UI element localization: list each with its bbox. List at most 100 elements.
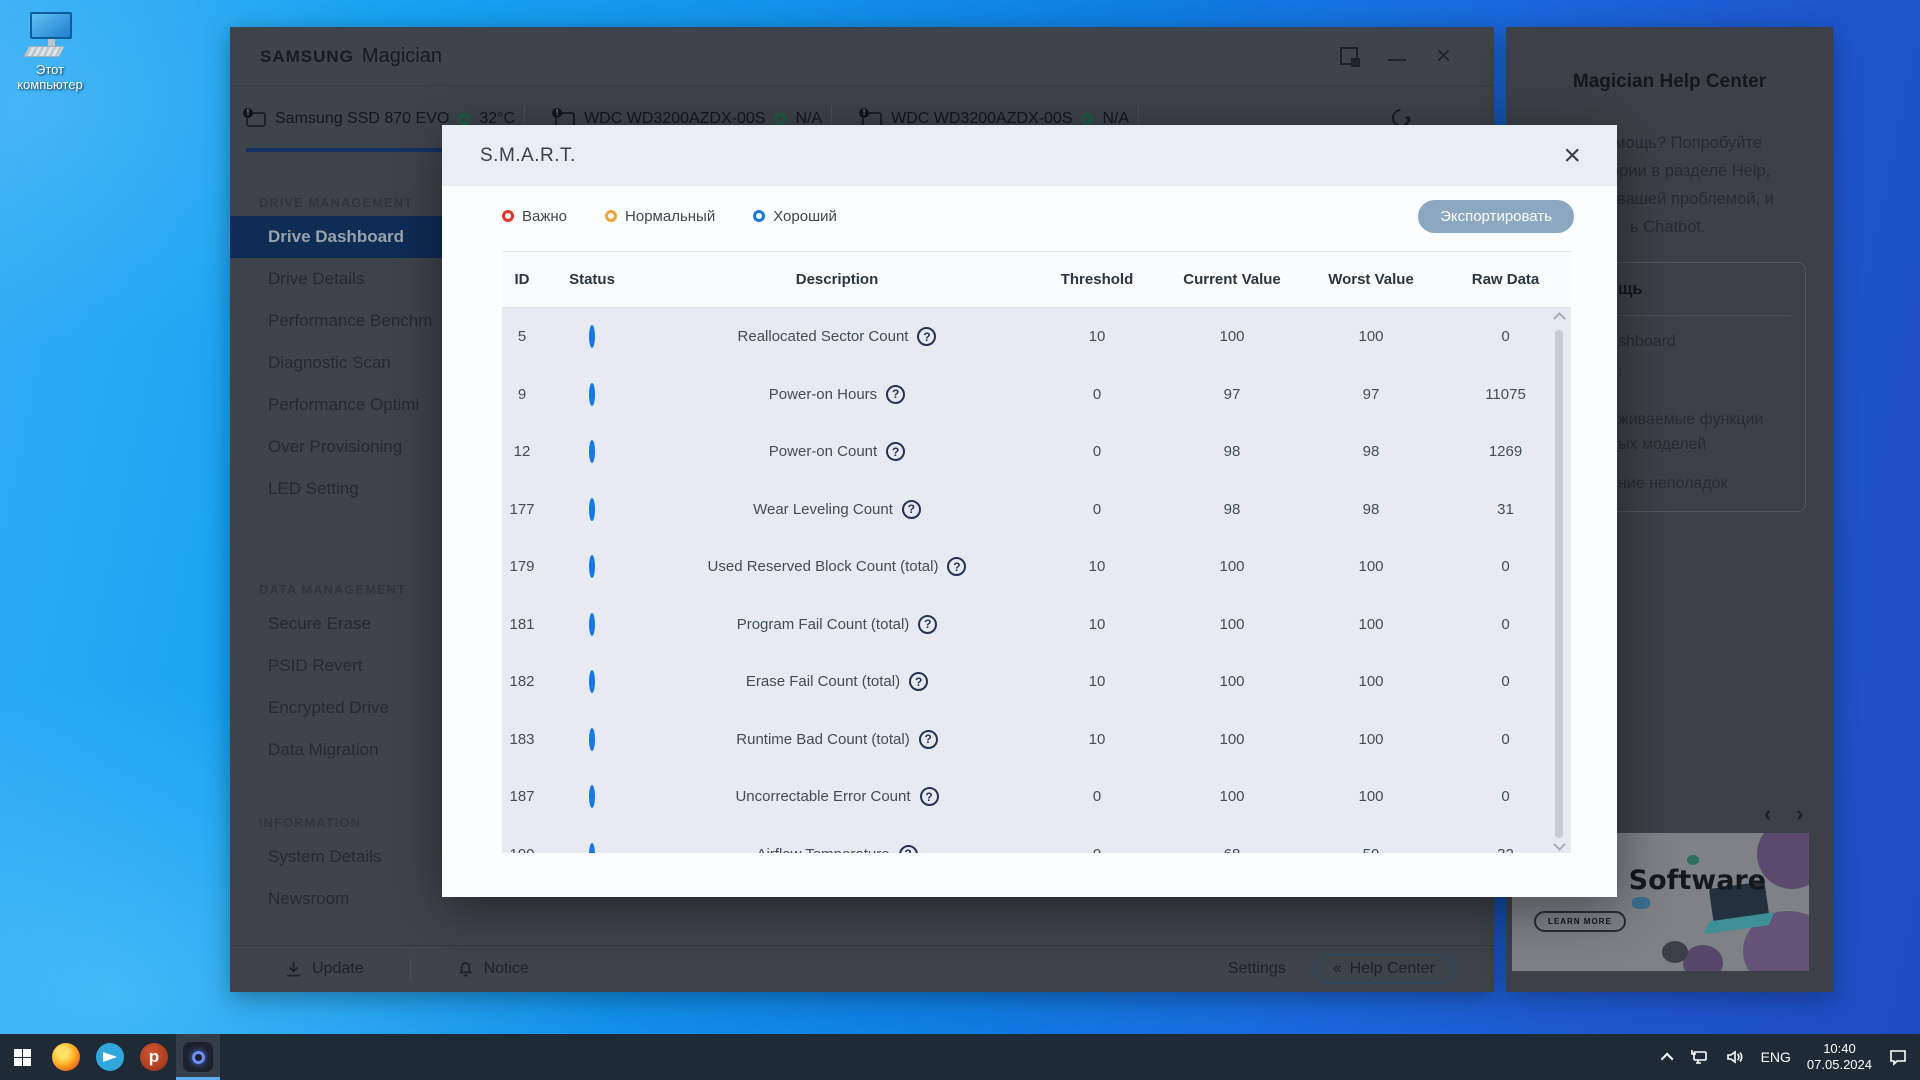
help-question-icon[interactable]: ? <box>917 327 937 347</box>
sidebar-item[interactable]: LED Setting <box>268 479 359 498</box>
help-topics-card: щь shboard : живаемые функции ых моделей… <box>1513 262 1806 512</box>
minimize-icon[interactable] <box>1388 59 1406 61</box>
app-logo: SAMSUNG Magician <box>230 45 442 68</box>
taskbar-clock[interactable]: 10:40 07.05.2024 <box>1807 1041 1872 1073</box>
carousel-next-icon[interactable]: › <box>1796 801 1804 826</box>
chevron-down-icon[interactable] <box>1553 838 1566 851</box>
help-question-icon[interactable]: ? <box>918 729 938 749</box>
help-topic-link[interactable]: : <box>1618 363 1623 380</box>
bell-icon <box>458 961 472 976</box>
attr-worst-value: 100 <box>1358 788 1384 806</box>
table-row: 5 Reallocated Sector Count ? 10 100 100 … <box>502 308 1571 366</box>
attr-current-value: 97 <box>1223 385 1241 403</box>
table-scrollbar[interactable] <box>1553 308 1566 853</box>
smart-legend: Важно Нормальный Хороший Экспортировать <box>502 199 1574 233</box>
drive-tab-name: WDC WD3200AZDX-00S <box>891 110 1073 127</box>
attr-threshold: 10 <box>1088 615 1106 633</box>
clock-date: 07.05.2024 <box>1806 1057 1872 1072</box>
help-center-button[interactable]: « Help Center <box>1313 954 1454 984</box>
help-question-icon[interactable]: ? <box>918 614 938 634</box>
help-question-icon[interactable]: ? <box>947 557 967 577</box>
sidebar-item[interactable]: Performance Benchm <box>268 311 433 330</box>
export-button[interactable]: Экспортировать <box>1418 199 1574 233</box>
sidebar-item[interactable]: Newsroom <box>268 889 350 908</box>
sidebar-item[interactable]: Diagnostic Scan <box>268 353 391 372</box>
drive-tabbar: Samsung SSD 870 EVO 32°C WDC WD3200AZDX-… <box>230 85 1494 152</box>
table-row: 190 Airflow Temperature ? 0 68 50 32 <box>502 826 1571 853</box>
sidebar-item[interactable]: Performance Optimi <box>268 395 420 414</box>
smart-table-header: ID Status Description Threshold Current Valu… <box>502 251 1571 308</box>
help-topic-link[interactable]: shboard <box>1618 333 1676 350</box>
help-question-icon[interactable]: ? <box>898 844 918 853</box>
carousel-prev-icon[interactable]: ‹ <box>1764 801 1772 826</box>
window-bottom-bar: Update Notice Settings « Help Center <box>230 945 1494 992</box>
drive-tab[interactable]: WDC WD3200AZDX-00S N/A <box>539 106 846 132</box>
start-button[interactable] <box>0 1034 44 1080</box>
attr-threshold: 0 <box>1092 443 1102 461</box>
update-button[interactable]: Update <box>312 960 364 977</box>
sidebar-item[interactable]: Encrypted Drive <box>268 698 389 717</box>
taskbar-magician-active[interactable] <box>176 1034 220 1080</box>
attr-raw-data: 0 <box>1501 673 1510 691</box>
attr-current-value: 100 <box>1219 558 1245 576</box>
attr-current-value: 100 <box>1219 788 1245 806</box>
table-row: 182 Erase Fail Count (total) ? 10 100 10… <box>502 653 1571 711</box>
this-pc-desktop-icon[interactable]: Этот компьютер <box>6 12 94 92</box>
network-icon[interactable] <box>1689 1047 1709 1067</box>
help-topic-link[interactable]: живаемые функции <box>1618 411 1764 428</box>
help-paragraph-line: омощь? Попробуйте <box>1605 134 1763 152</box>
drive-icon <box>243 107 266 127</box>
table-row: 181 Program Fail Count (total) ? 10 100 … <box>502 596 1571 654</box>
drive-tab[interactable]: WDC WD3200AZDX-00S N/A <box>846 106 1153 132</box>
volume-icon[interactable] <box>1725 1047 1745 1067</box>
language-indicator[interactable]: ENG <box>1760 1049 1791 1065</box>
taskbar-telegram[interactable] <box>88 1034 132 1080</box>
chevron-up-icon[interactable] <box>1553 312 1566 325</box>
taskbar-firefox[interactable] <box>44 1034 88 1080</box>
drive-health-icon <box>458 113 471 125</box>
attr-description: Wear Leveling Count <box>753 500 893 518</box>
attr-current-value: 98 <box>1223 443 1241 461</box>
legend-label: Хороший <box>773 207 837 225</box>
learn-more-button[interactable]: LEARN MORE <box>1534 911 1626 932</box>
drive-tab[interactable]: Samsung SSD 870 EVO 32°C <box>230 106 539 132</box>
settings-button[interactable]: Settings <box>1227 960 1286 977</box>
dock-panel-icon[interactable] <box>1340 47 1360 67</box>
drive-health-icon <box>774 113 787 125</box>
help-question-icon[interactable]: ? <box>886 442 906 462</box>
help-question-icon[interactable]: ? <box>919 787 939 807</box>
notice-button[interactable]: Notice <box>483 960 529 977</box>
table-row: 9 Power-on Hours ? 0 97 97 11075 <box>502 366 1571 424</box>
help-topic-link[interactable]: ых моделей <box>1618 436 1707 453</box>
window-close-icon[interactable]: × <box>1436 40 1452 70</box>
attr-worst-value: 100 <box>1358 730 1384 748</box>
tray-chevron-up-icon[interactable] <box>1660 1052 1674 1065</box>
sidebar-item[interactable]: Secure Erase <box>268 614 371 633</box>
sidebar-item[interactable]: System Details <box>268 847 382 866</box>
sidebar-item[interactable]: Data Migration <box>268 740 379 759</box>
help-question-icon[interactable]: ? <box>886 384 906 404</box>
table-row: 179 Used Reserved Block Count (total) ? … <box>502 538 1571 596</box>
help-topic-link[interactable]: ние неполадок <box>1618 475 1728 492</box>
column-header: Status <box>569 271 615 288</box>
tab-separator <box>1138 106 1140 132</box>
drive-tab-name: Samsung SSD 870 EVO <box>275 110 450 127</box>
column-header: Description <box>795 271 879 288</box>
sidebar-item[interactable]: PSID Revert <box>268 656 363 675</box>
sidebar-item[interactable]: Drive Details <box>268 269 365 288</box>
sidebar-section-information: INFORMATION System Details Newsroom <box>230 810 510 920</box>
attr-id: 182 <box>509 673 535 691</box>
attr-description: Power-on Count <box>768 443 878 461</box>
scrollbar-thumb[interactable] <box>1555 330 1563 838</box>
tab-separator <box>524 106 526 132</box>
help-question-icon[interactable]: ? <box>901 499 921 519</box>
status-good-icon <box>589 842 595 853</box>
help-question-icon[interactable]: ? <box>909 672 929 692</box>
dialog-close-icon[interactable]: × <box>1563 138 1581 172</box>
action-center-icon[interactable] <box>1888 1047 1908 1067</box>
attr-raw-data: 0 <box>1501 730 1510 748</box>
sidebar-item[interactable]: Over Provisioning <box>268 437 403 456</box>
attr-raw-data: 0 <box>1501 328 1510 346</box>
attr-raw-data: 0 <box>1501 615 1510 633</box>
taskbar-psiphon[interactable]: p <box>132 1034 176 1080</box>
